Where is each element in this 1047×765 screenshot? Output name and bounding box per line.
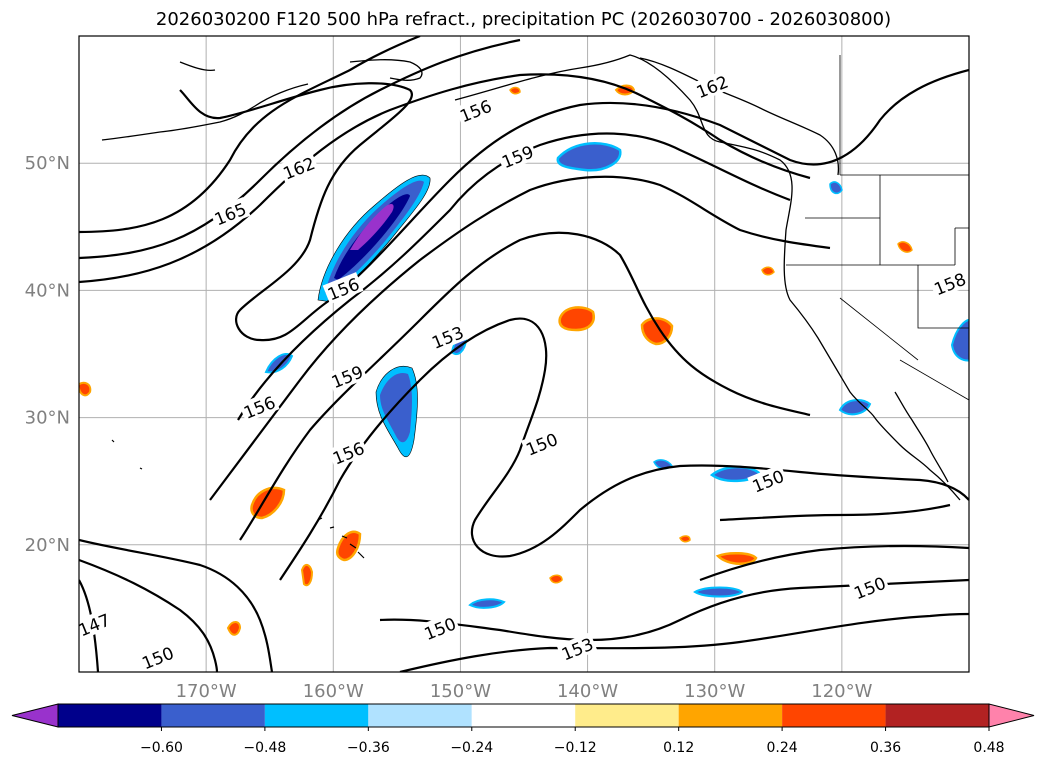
negative-precip-region-central: [375, 366, 418, 458]
lat-tick-label: 30°N: [25, 408, 70, 429]
colorbar-extend-min: [11, 703, 59, 728]
colorbar-outline: [57, 703, 990, 728]
negative-precip-region-south: [468, 598, 506, 609]
positive-precip-region-6: [300, 564, 314, 587]
colorbar-segment: [471, 704, 576, 727]
latitude-tick-labels: 50°N 40°N 30°N 20°N: [25, 153, 70, 556]
colorbar-segment: [885, 704, 989, 727]
colorbar-segment: [264, 704, 369, 727]
map-frame: [78, 35, 970, 673]
positive-precip-region-14: [509, 86, 521, 95]
positive-precip-region-10: [549, 574, 563, 584]
colorbar-tick-label: 0.24: [767, 740, 798, 756]
positive-precip-region-13: [897, 241, 913, 253]
colorbar-segment: [575, 704, 679, 727]
lon-tick-label: 160°W: [303, 681, 364, 702]
precip-blobs: [79, 84, 969, 636]
negative-precip-region-small-4: [829, 181, 843, 195]
colorbar-tick-label: −0.24: [450, 740, 493, 756]
plot-title: 2026030200 F120 500 hPa refract., precip…: [155, 9, 892, 30]
positive-precip-region-3: [250, 486, 286, 520]
contour-label: 159: [496, 139, 538, 173]
negative-precip-region-edge: [950, 318, 969, 362]
negative-precip-region-california: [838, 399, 872, 416]
colorbar-segment: [368, 704, 472, 727]
colorbar-tick-label: −0.48: [243, 740, 286, 756]
positive-precip-region-11: [679, 535, 691, 543]
colorbar-segment: [782, 704, 886, 727]
positive-precip-region-5: [715, 552, 758, 565]
lat-tick-label: 50°N: [25, 153, 70, 174]
lon-tick-label: 170°W: [176, 681, 237, 702]
colorbar: −0.60 −0.48 −0.36 −0.24 −0.12 0.12 0.24 0.36 0.4…: [11, 703, 1035, 756]
colorbar-tick-label: 0.12: [663, 740, 694, 756]
map-area: [79, 36, 969, 672]
colorbar-segment: [678, 704, 783, 727]
state-borders: [786, 55, 969, 401]
colorbar-extend-max: [988, 703, 1035, 728]
negative-precip-region-south-east: [693, 586, 744, 598]
lon-tick-label: 120°W: [811, 681, 872, 702]
coastlines: [101, 54, 961, 501]
colorbar-tick-label: −0.36: [347, 740, 390, 756]
colorbar-tick-label: 0.36: [870, 740, 901, 756]
negative-precip-region-gulf-alaska: [317, 174, 431, 303]
lat-tick-label: 20°N: [25, 535, 70, 556]
positive-precip-region-7: [226, 621, 242, 636]
positive-precip-region-1: [558, 306, 595, 332]
colorbar-tick-label: −0.12: [554, 740, 597, 756]
colorbar-segment: [161, 704, 265, 727]
longitude-tick-labels: 170°W 160°W 150°W 140°W 130°W 120°W: [176, 681, 873, 702]
lon-tick-label: 130°W: [684, 681, 745, 702]
height-contours: [79, 36, 969, 672]
lon-tick-label: 150°W: [430, 681, 491, 702]
colorbar-tick-label: 0.48: [973, 740, 1004, 756]
colorbar-segment: [58, 704, 162, 727]
colorbar-tick-label: −0.60: [140, 740, 183, 756]
lon-tick-label: 140°W: [557, 681, 618, 702]
lat-tick-label: 40°N: [25, 280, 70, 301]
positive-precip-region-12: [761, 266, 775, 276]
negative-precip-region-north: [556, 142, 622, 172]
positive-precip-region-9: [79, 381, 92, 397]
positive-precip-region-4: [336, 530, 362, 562]
